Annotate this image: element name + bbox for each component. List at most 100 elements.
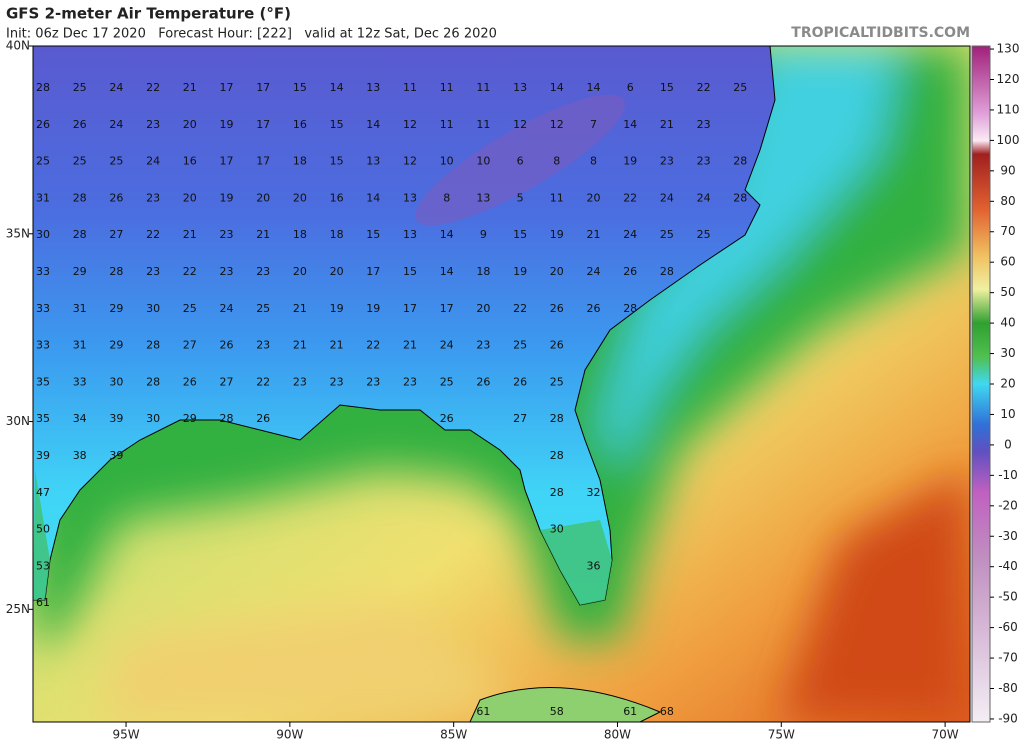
temperature-label: 28	[733, 191, 747, 204]
temperature-label: 21	[587, 228, 601, 241]
temperature-label: 30	[146, 302, 160, 315]
temperature-label: 31	[36, 191, 50, 204]
colorbar-tick-label: 30	[1000, 346, 1015, 360]
temperature-label: 14	[440, 265, 454, 278]
temperature-label: 28	[146, 339, 160, 352]
colorbar-tick-label: -50	[998, 590, 1018, 604]
site-credit: TROPICALTIDBITS.COM	[791, 25, 970, 41]
temperature-label: 25	[513, 339, 527, 352]
temperature-label: 10	[440, 155, 454, 168]
temperature-label: 26	[440, 412, 454, 425]
colorbar-tick-label: -80	[998, 681, 1018, 695]
temperature-label: 26	[550, 339, 564, 352]
temperature-label: 24	[623, 228, 637, 241]
temperature-label: 30	[146, 412, 160, 425]
temperature-label: 26	[476, 375, 490, 388]
temperature-label: 39	[36, 449, 50, 462]
temperature-label: 23	[220, 228, 234, 241]
temperature-label: 10	[476, 155, 490, 168]
temperature-label: 20	[587, 191, 601, 204]
temperature-label: 25	[73, 155, 87, 168]
temperature-label: 26	[256, 412, 270, 425]
temperature-label: 20	[256, 191, 270, 204]
temperature-label: 13	[476, 191, 490, 204]
temperature-label: 14	[366, 118, 380, 131]
title: GFS 2-meter Air Temperature (°F)	[6, 5, 291, 23]
temperature-label: 15	[366, 228, 380, 241]
temperature-label: 23	[366, 375, 380, 388]
temperature-label: 19	[220, 191, 234, 204]
temperature-label: 20	[550, 265, 564, 278]
temperature-label: 23	[330, 375, 344, 388]
temperature-label: 26	[587, 302, 601, 315]
temperature-label: 19	[550, 228, 564, 241]
temperature-label: 33	[36, 302, 50, 315]
temperature-label: 8	[590, 155, 597, 168]
colorbar-tick-label: 120	[997, 72, 1020, 86]
temperature-label: 16	[293, 118, 307, 131]
colorbar-tick-label: -20	[998, 498, 1018, 512]
temperature-label: 24	[660, 191, 674, 204]
land	[33, 46, 776, 606]
temperature-label: 24	[109, 118, 123, 131]
temperature-label: 29	[73, 265, 87, 278]
y-tick-label: 40N	[6, 39, 30, 53]
temperature-label: 15	[293, 81, 307, 94]
temperature-label: 32	[587, 486, 601, 499]
temperature-label: 17	[220, 81, 234, 94]
temperature-label: 20	[293, 265, 307, 278]
temperature-label: 28	[733, 155, 747, 168]
colorbar-tick-label: 100	[997, 133, 1020, 147]
temperature-label: 11	[440, 81, 454, 94]
temperature-label: 24	[587, 265, 601, 278]
temperature-label: 29	[109, 302, 123, 315]
temperature-label: 28	[550, 486, 564, 499]
cuba	[469, 687, 662, 722]
temperature-label: 25	[183, 302, 197, 315]
temperature-label: 26	[513, 375, 527, 388]
temperature-label: 36	[587, 559, 601, 572]
temperature-label: 11	[440, 118, 454, 131]
temperature-label: 14	[330, 81, 344, 94]
temperature-label: 7	[590, 118, 597, 131]
temperature-label: 23	[476, 339, 490, 352]
temperature-label: 19	[366, 302, 380, 315]
temperature-label: 24	[146, 155, 160, 168]
temperature-label: 22	[697, 81, 711, 94]
x-tick-label: 95W	[112, 728, 139, 742]
temperature-label: 38	[73, 449, 87, 462]
colorbar-tick-label: 80	[1000, 194, 1015, 208]
colorbar-tick-label: 0	[1004, 437, 1012, 451]
temperature-label: 28	[623, 302, 637, 315]
temperature-label: 25	[550, 375, 564, 388]
temperature-label: 17	[256, 118, 270, 131]
temperature-label: 33	[73, 375, 87, 388]
temperature-label: 17	[256, 81, 270, 94]
temperature-label: 14	[550, 81, 564, 94]
y-tick-label: 30N	[6, 414, 30, 428]
temperature-label: 23	[697, 155, 711, 168]
temperature-label: 17	[220, 155, 234, 168]
temperature-label: 58	[550, 705, 564, 718]
temperature-label: 20	[293, 191, 307, 204]
temperature-label: 25	[440, 375, 454, 388]
temperature-label: 31	[73, 302, 87, 315]
temperature-label: 47	[36, 486, 50, 499]
x-tick-label: 70W	[932, 728, 959, 742]
cold-region	[415, 94, 625, 226]
temperature-label: 26	[109, 191, 123, 204]
temperature-label: 19	[330, 302, 344, 315]
temperature-label: 23	[403, 375, 417, 388]
map-frame	[32, 45, 971, 723]
colorbar-tick-label: 70	[1000, 224, 1015, 238]
temperature-label: 6	[517, 155, 524, 168]
temperature-label: 61	[476, 705, 490, 718]
temperature-label: 27	[183, 339, 197, 352]
temperature-label: 28	[550, 449, 564, 462]
temperature-label: 13	[403, 191, 417, 204]
temperature-label: 25	[36, 155, 50, 168]
temperature-label: 17	[440, 302, 454, 315]
temperature-label: 15	[403, 265, 417, 278]
temperature-label: 26	[623, 265, 637, 278]
